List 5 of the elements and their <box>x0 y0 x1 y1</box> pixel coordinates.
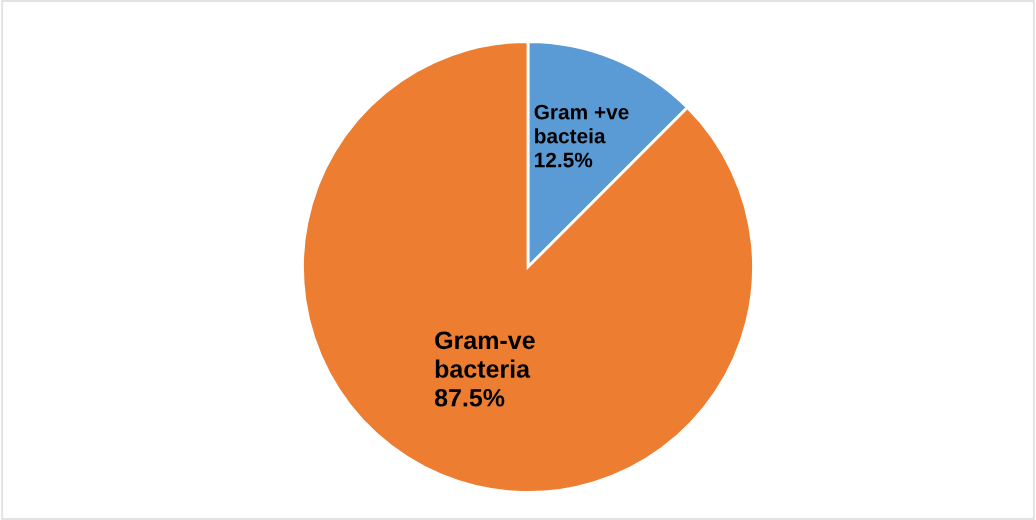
slice-label: Gram-ve bacteria <box>435 331 535 378</box>
data-label: 87.5% <box>434 388 505 407</box>
pie-slice <box>301 40 755 494</box>
data-label: 12.5% <box>535 152 593 168</box>
slice-label: Gram +ve bacteia <box>534 104 629 144</box>
